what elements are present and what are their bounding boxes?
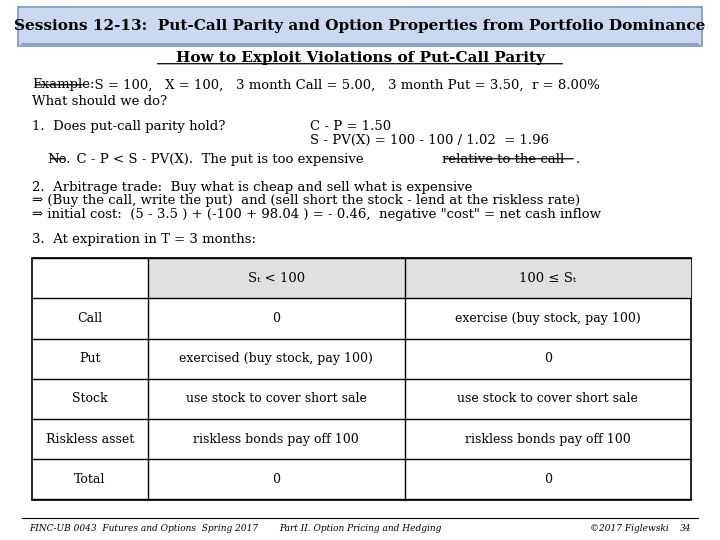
Text: C - P = 1.50: C - P = 1.50: [310, 120, 391, 133]
Text: exercised (buy stock, pay 100): exercised (buy stock, pay 100): [179, 352, 373, 365]
Text: S - PV(X) = 100 - 100 / 1.02  = 1.96: S - PV(X) = 100 - 100 / 1.02 = 1.96: [310, 134, 549, 147]
Text: riskless bonds pay off 100: riskless bonds pay off 100: [465, 433, 631, 446]
Text: Sₜ < 100: Sₜ < 100: [248, 272, 305, 285]
Bar: [32, 258, 691, 500]
Bar: [405, 258, 691, 298]
Text: 0: 0: [272, 312, 280, 325]
Text: relative to the call: relative to the call: [442, 153, 564, 166]
Text: riskless bonds pay off 100: riskless bonds pay off 100: [193, 433, 359, 446]
Text: 100 ≤ Sₜ: 100 ≤ Sₜ: [519, 272, 577, 285]
Text: 0: 0: [272, 473, 280, 486]
Text: use stock to cover short sale: use stock to cover short sale: [457, 393, 639, 406]
Text: 3.  At expiration in T = 3 months:: 3. At expiration in T = 3 months:: [32, 233, 256, 246]
Bar: [148, 258, 405, 298]
FancyBboxPatch shape: [18, 7, 702, 46]
Text: exercise (buy stock, pay 100): exercise (buy stock, pay 100): [455, 312, 641, 325]
Text: Total: Total: [74, 473, 106, 486]
Text: use stock to cover short sale: use stock to cover short sale: [186, 393, 366, 406]
Text: Stock: Stock: [72, 393, 108, 406]
Text: 0: 0: [544, 352, 552, 365]
Text: Example:: Example:: [32, 78, 95, 91]
Text: 2.  Arbitrage trade:  Buy what is cheap and sell what is expensive: 2. Arbitrage trade: Buy what is cheap an…: [32, 181, 473, 194]
Text: Put: Put: [79, 352, 101, 365]
Text: .: .: [576, 153, 580, 166]
Text: Part II. Option Pricing and Hedging: Part II. Option Pricing and Hedging: [279, 524, 441, 532]
Text: S = 100,   X = 100,   3 month Call = 5.00,   3 month Put = 3.50,  r = 8.00%: S = 100, X = 100, 3 month Call = 5.00, 3…: [86, 78, 600, 91]
Text: How to Exploit Violations of Put-Call Parity: How to Exploit Violations of Put-Call Pa…: [176, 51, 544, 65]
Text: ©2017 Figlewski: ©2017 Figlewski: [590, 524, 669, 532]
Text: ⇒ (Buy the call, write the put)  and (sell short the stock - lend at the riskles: ⇒ (Buy the call, write the put) and (sel…: [32, 194, 580, 207]
Text: 1.  Does put-call parity hold?: 1. Does put-call parity hold?: [32, 120, 226, 133]
Text: 0: 0: [544, 473, 552, 486]
Text: C - P < S - PV(X).  The put is too expensive: C - P < S - PV(X). The put is too expens…: [68, 153, 367, 166]
Text: ⇒ initial cost:  (5 - 3.5 ) + (-100 + 98.04 ) = - 0.46,  negative "cost" = net c: ⇒ initial cost: (5 - 3.5 ) + (-100 + 98.…: [32, 208, 601, 221]
Text: Riskless asset: Riskless asset: [46, 433, 134, 446]
Text: No.: No.: [48, 153, 71, 166]
Text: FINC-UB 0043  Futures and Options  Spring 2017: FINC-UB 0043 Futures and Options Spring …: [29, 524, 258, 532]
Text: Call: Call: [78, 312, 103, 325]
Text: 34: 34: [680, 524, 691, 532]
Text: What should we do?: What should we do?: [32, 95, 168, 108]
Text: Sessions 12-13:  Put-Call Parity and Option Properties from Portfolio Dominance: Sessions 12-13: Put-Call Parity and Opti…: [14, 19, 706, 33]
